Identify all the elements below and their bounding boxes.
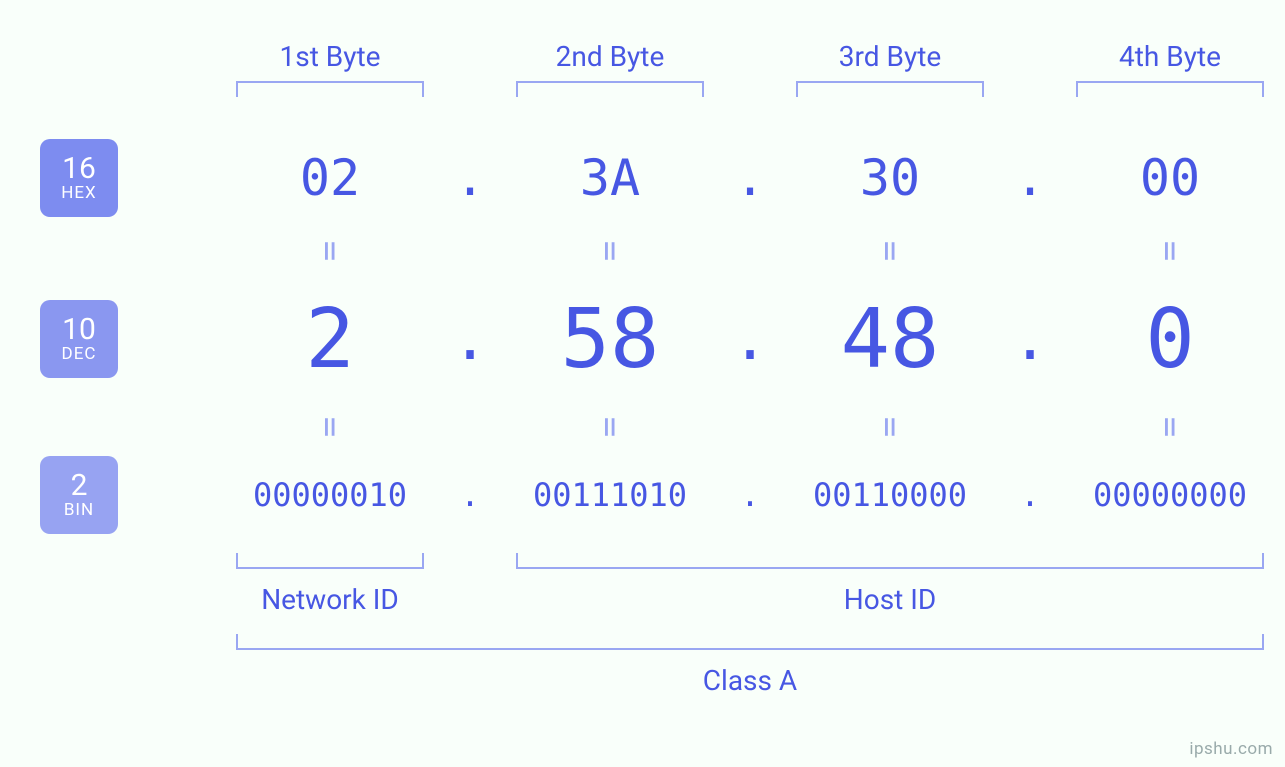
equals-icon: = <box>590 151 630 351</box>
equals-row-2: = = = = <box>40 399 1240 455</box>
bracket-icon <box>236 81 424 97</box>
equals-row-1: = = = = <box>40 223 1240 279</box>
dot-separator: . <box>430 476 510 514</box>
byte-top-brackets <box>40 73 1240 97</box>
bracket-icon <box>796 81 984 97</box>
bin-row: 2 BIN 00000010 . 00111010 . 00110000 . 0… <box>40 455 1240 535</box>
equals-icon: = <box>870 327 910 527</box>
badge-dec: 10 DEC <box>40 300 118 378</box>
dot-separator: . <box>710 476 790 514</box>
badge-dec-label: DEC <box>62 346 97 364</box>
network-id-label: Network ID <box>230 583 430 616</box>
class-bracket-row <box>40 634 1240 658</box>
equals-icon: = <box>1150 327 1190 527</box>
hex-row: 16 HEX 02 . 3A . 30 . 00 <box>40 133 1240 223</box>
bracket-icon <box>236 553 424 569</box>
id-labels-row: Network ID Host ID <box>40 583 1240 616</box>
byte-header-2: 2nd Byte <box>510 40 710 73</box>
class-label: Class A <box>230 664 1270 697</box>
dot-separator: . <box>990 476 1070 514</box>
watermark: ipshu.com <box>1189 739 1273 759</box>
dot-separator: . <box>710 304 790 374</box>
class-label-row: Class A <box>40 664 1240 697</box>
host-id-label: Host ID <box>510 583 1270 616</box>
equals-icon: = <box>590 327 630 527</box>
badge-bin-base: 2 <box>71 470 88 502</box>
badge-hex-base: 16 <box>62 153 96 185</box>
byte-header-row: 1st Byte 2nd Byte 3rd Byte 4th Byte <box>40 40 1240 73</box>
equals-icon: = <box>310 151 350 351</box>
dec-row: 10 DEC 2 . 58 . 48 . 0 <box>40 279 1240 399</box>
bracket-icon <box>516 553 1264 569</box>
equals-icon: = <box>870 151 910 351</box>
dot-separator: . <box>430 304 510 374</box>
badge-bin-label: BIN <box>64 502 94 520</box>
dot-separator: . <box>990 304 1070 374</box>
bracket-icon <box>236 634 1264 650</box>
ip-diagram: 1st Byte 2nd Byte 3rd Byte 4th Byte 16 H… <box>40 40 1240 697</box>
byte-header-3: 3rd Byte <box>790 40 990 73</box>
byte-header-1: 1st Byte <box>230 40 430 73</box>
id-brackets-row <box>40 553 1240 577</box>
badge-bin: 2 BIN <box>40 456 118 534</box>
dot-separator: . <box>990 149 1070 207</box>
equals-icon: = <box>310 327 350 527</box>
dot-separator: . <box>430 149 510 207</box>
badge-hex: 16 HEX <box>40 139 118 217</box>
badge-dec-base: 10 <box>62 314 96 346</box>
dot-separator: . <box>710 149 790 207</box>
bracket-icon <box>1076 81 1264 97</box>
badge-hex-label: HEX <box>61 185 96 203</box>
bracket-icon <box>516 81 704 97</box>
equals-icon: = <box>1150 151 1190 351</box>
byte-header-4: 4th Byte <box>1070 40 1270 73</box>
